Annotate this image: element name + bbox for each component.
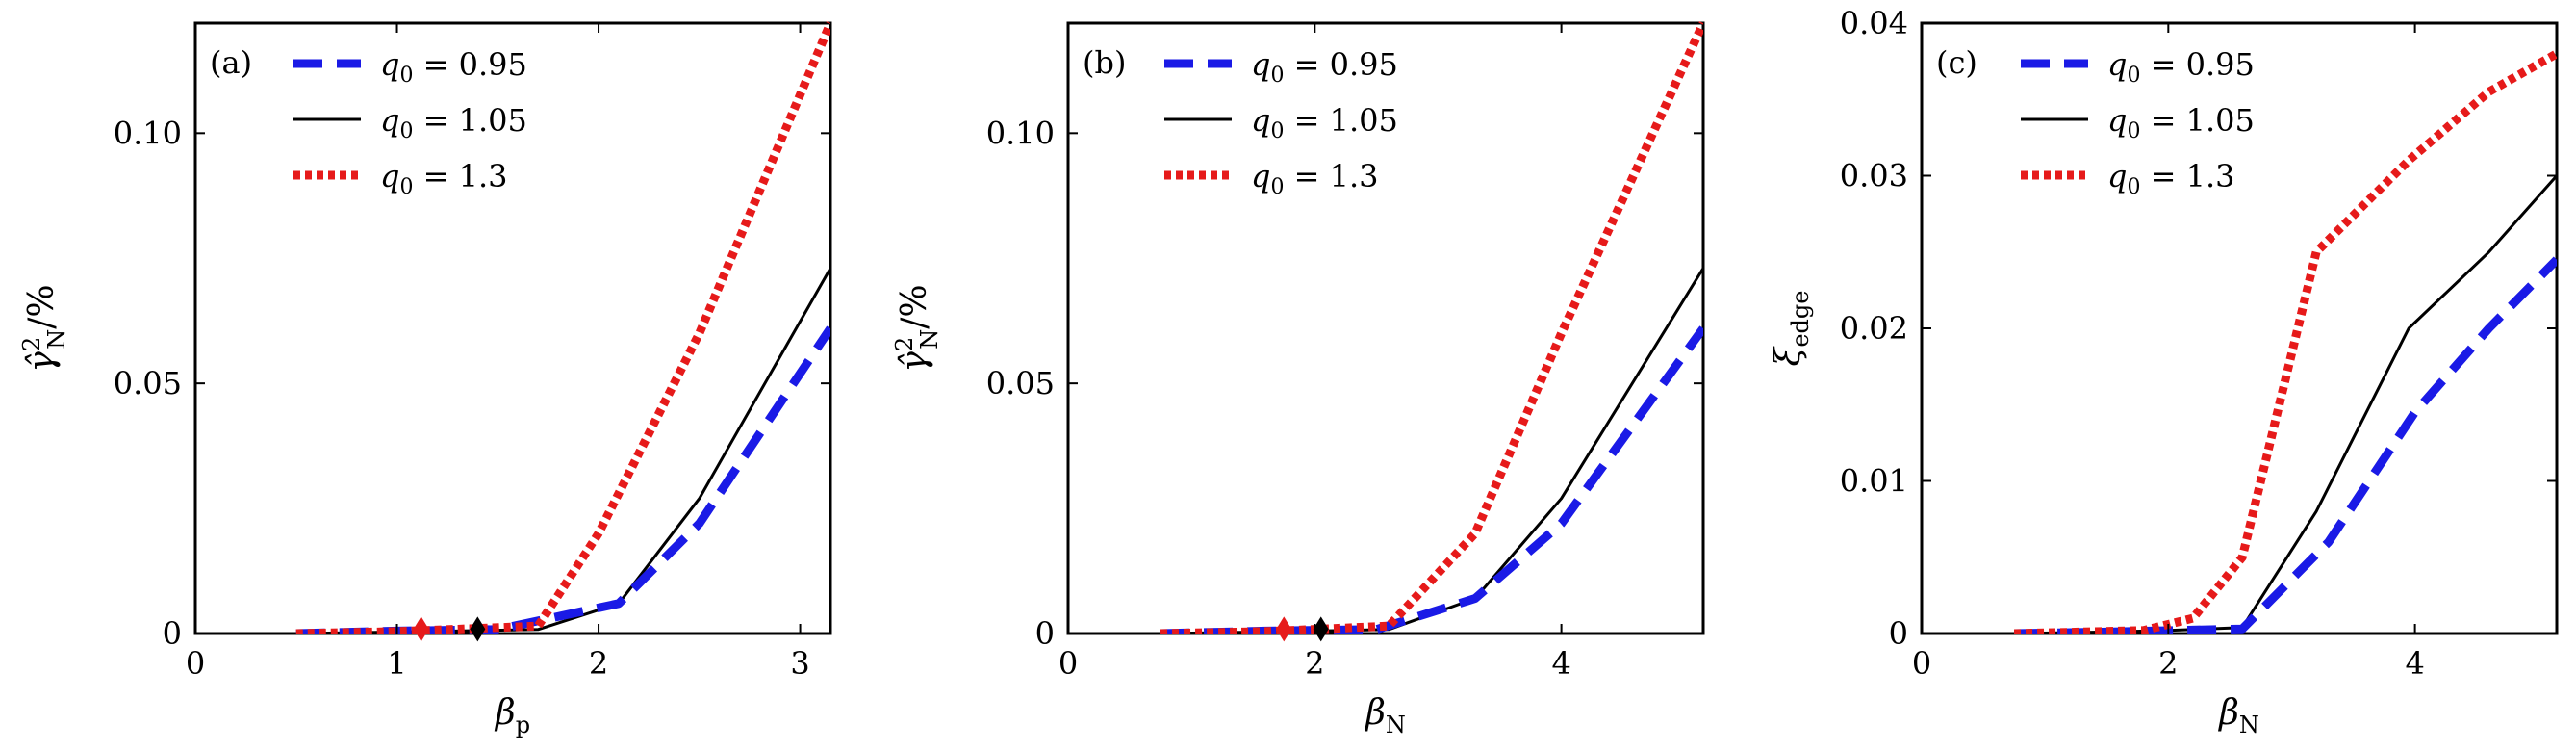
y-tick-label: 0 [163,615,182,652]
tick-layer: 0 2 4 0 0.05 0.10 [986,23,1703,682]
series-layer [2013,49,2557,634]
legend-label-q095: q0 = 0.95 [1251,46,1398,88]
series-line-dotted [295,21,830,634]
legend-label-q095: q0 = 0.95 [380,46,527,88]
x-tick-label: 2 [1305,645,1324,682]
legend: q0 = 0.95 q0 = 1.05 q0 = 1.3 [2021,46,2255,199]
x-tick-label: 2 [589,645,608,682]
y-axis-label: γ̂2N/% [18,284,70,372]
y-axis-label: γ̂2N/% [891,284,943,372]
panel-label: (c) [1936,44,1977,81]
y-tick-label: 0 [1889,615,1908,652]
x-tick-label: 2 [2158,645,2178,682]
legend-label-q13: q0 = 1.3 [380,158,508,199]
marker-layer [413,616,486,642]
legend-label-q095: q0 = 0.95 [2107,46,2255,88]
legend-label-q105: q0 = 1.05 [2107,102,2255,143]
diamond-marker [1313,616,1329,642]
x-tick-label: 4 [2405,645,2424,682]
x-tick-label: 0 [1912,645,1931,682]
y-tick-label: 0.10 [114,115,182,151]
legend: q0 = 0.95 q0 = 1.05 q0 = 1.3 [1164,46,1398,199]
panel-b: 0 2 4 0 0.05 0.10 (b) q0 = 0.95 q0 = 1.05 q0 … [891,21,1705,738]
diamond-marker [470,616,486,642]
x-tick-label: 0 [1058,645,1078,682]
y-tick-label: 0.10 [986,115,1055,151]
y-tick-label: 0.03 [1840,158,1908,194]
series-line-dotted [2013,49,2557,634]
y-axis-label: ξedge [1769,291,1814,367]
series-line-dashed [295,325,830,634]
y-tick-label: 0.01 [1840,463,1908,500]
series-line-solid [2014,174,2557,634]
y-tick-label: 0.05 [114,365,182,401]
legend-label-q105: q0 = 1.05 [380,102,527,143]
y-tick-label: 0 [1035,615,1055,652]
series-line-dashed [2014,256,2557,634]
x-axis-label: βN [2217,693,2259,738]
y-tick-label: 0.02 [1840,310,1908,347]
legend-label-q105: q0 = 1.05 [1251,102,1398,143]
legend: q0 = 0.95 q0 = 1.05 q0 = 1.3 [293,46,527,199]
legend-label-q13: q0 = 1.3 [2107,158,2235,199]
diamond-marker [1276,616,1292,642]
x-tick-label: 4 [1551,645,1570,682]
marker-layer [1276,616,1329,642]
x-axis-label: βp [494,693,530,738]
x-tick-label: 0 [186,645,205,682]
legend-label-q13: q0 = 1.3 [1251,158,1379,199]
panel-label: (b) [1083,44,1126,81]
series-line-dashed [1160,325,1703,634]
y-tick-label: 0.04 [1840,5,1908,41]
panel-label: (a) [210,44,252,81]
x-axis-label: βN [1364,693,1406,738]
tick-layer: 0 2 4 0 0.01 0.02 0.03 0.04 [1840,5,2557,682]
y-tick-label: 0.05 [986,365,1055,401]
series-line-dotted [1160,21,1703,634]
diamond-marker [413,616,429,642]
x-tick-label: 1 [387,645,406,682]
series-layer [1160,21,1703,634]
tick-layer: 0 1 2 3 0 0.05 0.10 [114,23,830,682]
x-tick-label: 3 [790,645,809,682]
panel-c: 0 2 4 0 0.01 0.02 0.03 0.04 (c) q0 = 0.95 q0 = … [1769,5,2559,738]
panel-a: 0 1 2 3 0 0.05 0.10 (a) q0 = 0.95 q0 = 1.05 q0… [18,21,832,738]
series-layer [295,21,830,634]
